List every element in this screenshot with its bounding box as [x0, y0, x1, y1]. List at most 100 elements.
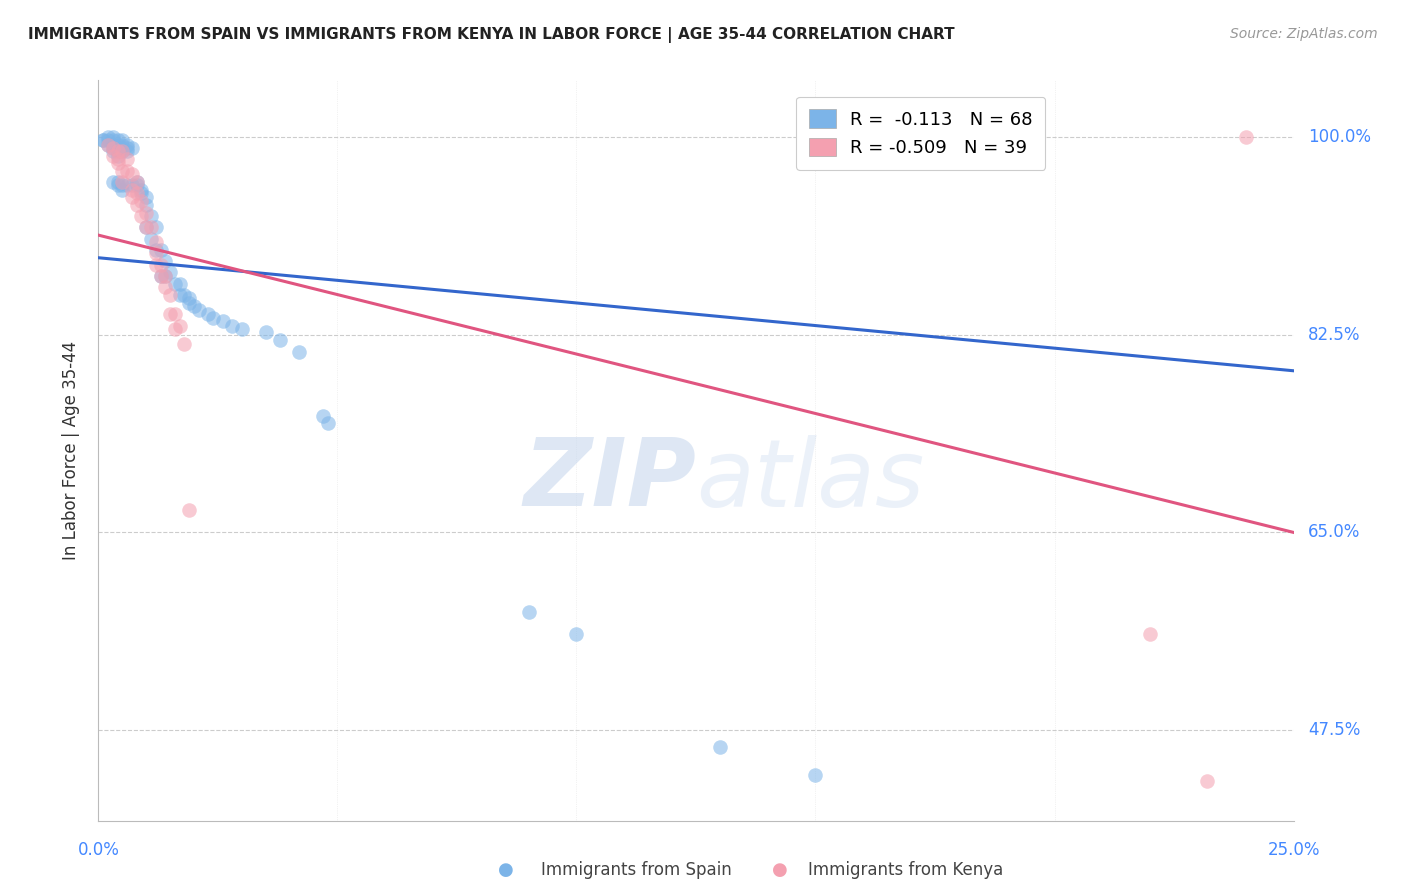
Point: [135, 190, 157, 204]
Text: atlas: atlas: [696, 434, 924, 525]
Point: [121, 141, 143, 155]
Point: [101, 129, 124, 144]
Point: [101, 133, 124, 147]
Text: ●: ●: [498, 861, 515, 879]
Point: [565, 627, 588, 641]
Point: [179, 296, 201, 310]
Point: [159, 265, 181, 279]
Y-axis label: In Labor Force | Age 35-44: In Labor Force | Age 35-44: [62, 341, 80, 560]
Point: [97, 129, 120, 144]
Point: [125, 178, 148, 193]
Point: [111, 183, 134, 197]
Point: [107, 145, 129, 159]
Point: [312, 409, 335, 423]
Point: [155, 280, 177, 294]
Point: [97, 133, 120, 147]
Point: [179, 503, 201, 517]
Point: [131, 186, 153, 201]
Point: [107, 175, 129, 189]
Point: [107, 156, 129, 170]
Point: [101, 175, 124, 189]
Point: [145, 220, 167, 235]
Point: [517, 605, 540, 619]
Point: [804, 768, 827, 782]
Point: [149, 268, 172, 283]
Point: [197, 307, 219, 321]
Point: [111, 178, 134, 193]
Point: [111, 145, 134, 159]
Point: [139, 220, 162, 235]
Point: [101, 145, 124, 159]
Point: [316, 416, 339, 430]
Point: [187, 302, 209, 317]
Text: IMMIGRANTS FROM SPAIN VS IMMIGRANTS FROM KENYA IN LABOR FORCE | AGE 35-44 CORREL: IMMIGRANTS FROM SPAIN VS IMMIGRANTS FROM…: [28, 27, 955, 43]
Point: [173, 336, 195, 351]
Point: [145, 235, 167, 249]
Point: [145, 243, 167, 257]
Point: [131, 183, 153, 197]
Point: [135, 220, 157, 235]
Point: [115, 178, 138, 193]
Point: [135, 220, 157, 235]
Point: [155, 254, 177, 268]
Point: [169, 288, 191, 302]
Point: [1139, 627, 1161, 641]
Point: [131, 209, 153, 223]
Point: [211, 314, 233, 328]
Point: [131, 194, 153, 209]
Point: [115, 145, 138, 159]
Point: [231, 322, 253, 336]
Point: [121, 183, 143, 197]
Point: [107, 133, 129, 147]
Point: [115, 163, 138, 178]
Point: [101, 137, 124, 152]
Point: [107, 178, 129, 193]
Point: [149, 268, 172, 283]
Point: [155, 268, 177, 283]
Point: [111, 145, 134, 159]
Point: [269, 333, 291, 347]
Point: [91, 133, 114, 147]
Point: [183, 299, 205, 313]
Point: [101, 141, 124, 155]
Point: [163, 307, 186, 321]
Point: [125, 175, 148, 189]
Point: [139, 209, 162, 223]
Point: [288, 344, 311, 359]
Point: [145, 246, 167, 260]
Point: [145, 258, 167, 272]
Point: [115, 141, 138, 155]
Point: [121, 167, 143, 181]
Text: 65.0%: 65.0%: [1308, 524, 1360, 541]
Point: [149, 258, 172, 272]
Point: [111, 141, 134, 155]
Point: [97, 137, 120, 152]
Point: [125, 175, 148, 189]
Point: [111, 137, 134, 152]
Text: Immigrants from Kenya: Immigrants from Kenya: [808, 861, 1004, 879]
Point: [107, 141, 129, 155]
Point: [139, 231, 162, 245]
Point: [107, 145, 129, 159]
Point: [135, 197, 157, 211]
Legend: R =  -0.113   N = 68, R = -0.509   N = 39: R = -0.113 N = 68, R = -0.509 N = 39: [796, 96, 1046, 169]
Point: [125, 186, 148, 201]
Point: [97, 137, 120, 152]
Point: [121, 178, 143, 193]
Point: [101, 141, 124, 155]
Text: 0.0%: 0.0%: [77, 841, 120, 859]
Point: [111, 175, 134, 189]
Point: [115, 137, 138, 152]
Point: [709, 740, 731, 755]
Point: [135, 205, 157, 219]
Point: [125, 197, 148, 211]
Point: [159, 288, 181, 302]
Point: [121, 190, 143, 204]
Text: 82.5%: 82.5%: [1308, 326, 1361, 343]
Point: [173, 288, 195, 302]
Point: [111, 133, 134, 147]
Point: [1234, 129, 1257, 144]
Point: [155, 268, 177, 283]
Text: Immigrants from Spain: Immigrants from Spain: [541, 861, 733, 879]
Point: [107, 137, 129, 152]
